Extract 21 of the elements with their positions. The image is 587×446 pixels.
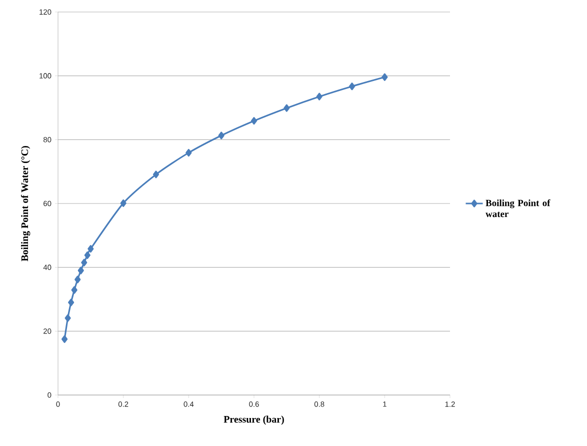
legend-label: Boiling Point of water	[486, 199, 550, 218]
point	[152, 170, 160, 178]
point	[88, 245, 94, 253]
point	[81, 258, 88, 266]
point	[64, 314, 71, 322]
point	[74, 276, 81, 284]
point	[382, 73, 388, 81]
point	[348, 82, 356, 90]
point	[71, 286, 78, 294]
point	[186, 148, 192, 157]
point	[316, 92, 322, 100]
point	[218, 132, 224, 140]
point	[78, 266, 84, 274]
x-axis-title: Pressure (bar)	[224, 416, 284, 425]
y-axis-title: Boiling Point of Water (°C)	[20, 146, 30, 262]
point	[61, 335, 68, 343]
point	[84, 251, 90, 260]
point	[68, 298, 74, 306]
point	[250, 117, 258, 125]
point	[284, 104, 290, 112]
point	[120, 199, 126, 207]
